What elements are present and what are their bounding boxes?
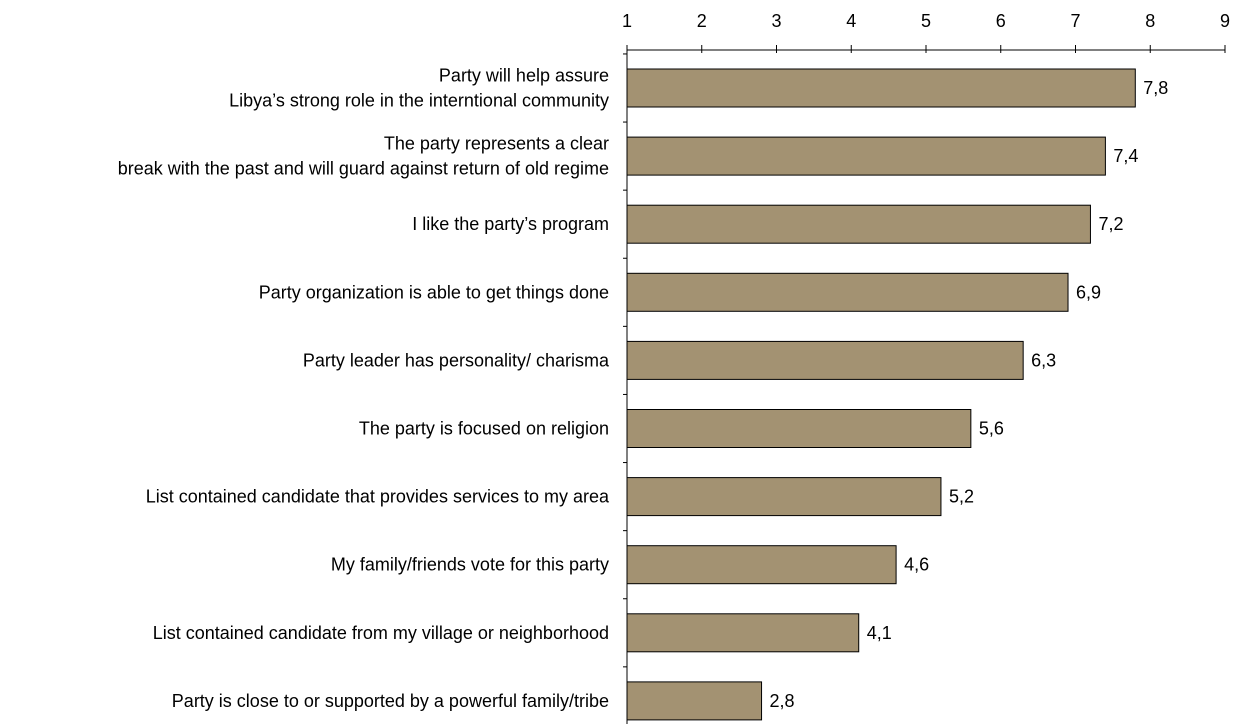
x-tick-label: 8	[1145, 11, 1155, 31]
category-label: Party is close to or supported by a powe…	[172, 691, 609, 711]
data-label: 6,3	[1031, 350, 1056, 370]
category-label: Party leader has personality/ charisma	[303, 350, 610, 370]
category-label: Party will help assure	[439, 66, 609, 86]
category-label: List contained candidate from my village…	[153, 623, 609, 643]
x-tick-label: 2	[697, 11, 707, 31]
category-label: Libya’s strong role in the interntional …	[229, 91, 609, 111]
category-label: I like the party’s program	[412, 214, 609, 234]
bar	[626, 136, 1106, 176]
category-label: List contained candidate that provides s…	[146, 487, 610, 507]
x-tick-label: 3	[771, 11, 781, 31]
category-label: The party represents a clear	[384, 134, 609, 154]
data-label: 7,4	[1113, 146, 1138, 166]
bar	[626, 477, 942, 517]
data-label: 4,1	[867, 623, 892, 643]
bar	[626, 272, 1069, 312]
bar	[626, 681, 763, 721]
data-label: 7,8	[1143, 78, 1168, 98]
bar	[626, 613, 860, 653]
data-label: 7,2	[1098, 214, 1123, 234]
bar	[626, 545, 897, 585]
x-tick-label: 6	[996, 11, 1006, 31]
category-label: The party is focused on religion	[359, 419, 609, 439]
x-tick-label: 5	[921, 11, 931, 31]
category-label: My family/friends vote for this party	[331, 555, 609, 575]
data-label: 5,6	[979, 419, 1004, 439]
bar	[626, 340, 1024, 380]
data-label: 6,9	[1076, 282, 1101, 302]
x-tick-label: 1	[622, 11, 632, 31]
bar	[626, 204, 1091, 244]
x-tick-label: 9	[1220, 11, 1230, 31]
data-label: 5,2	[949, 487, 974, 507]
data-label: 4,6	[904, 555, 929, 575]
x-tick-label: 7	[1070, 11, 1080, 31]
x-tick-label: 4	[846, 11, 856, 31]
bar	[626, 68, 1136, 108]
bar	[626, 409, 972, 448]
category-label: Party organization is able to get things…	[259, 282, 609, 302]
category-label: break with the past and will guard again…	[118, 159, 609, 179]
data-label: 2,8	[770, 691, 795, 711]
